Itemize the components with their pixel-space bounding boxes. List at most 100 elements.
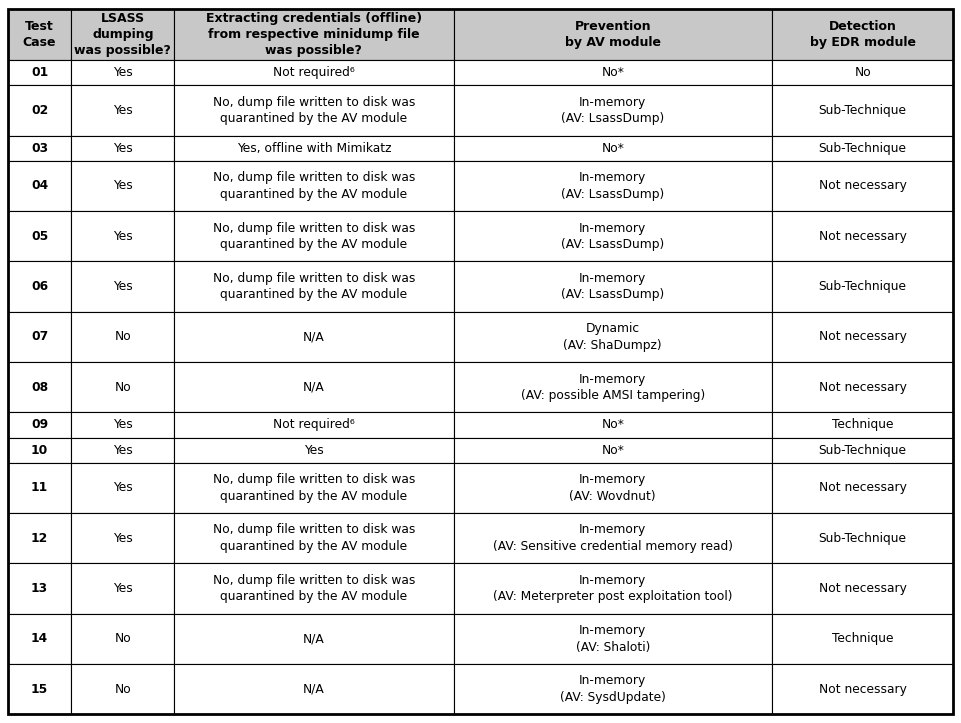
Bar [174,136,454,161]
Bar [174,161,454,211]
Text: 11: 11 [31,482,48,495]
Text: Not necessary: Not necessary [819,330,906,343]
Bar [174,211,454,262]
Bar [772,614,953,664]
Bar [174,362,454,412]
Bar [8,412,71,437]
Text: Sub-Technique: Sub-Technique [819,280,906,293]
Text: Yes: Yes [113,444,133,457]
Bar [71,563,174,614]
Bar [8,312,71,362]
Text: No*: No* [602,142,625,155]
Bar [71,463,174,513]
Bar [8,85,71,136]
Text: 07: 07 [31,330,48,343]
Text: Yes: Yes [113,531,133,544]
Text: N/A: N/A [303,381,325,394]
Text: No, dump file written to disk was
quarantined by the AV module: No, dump file written to disk was quaran… [212,574,415,603]
Text: No, dump file written to disk was
quarantined by the AV module: No, dump file written to disk was quaran… [212,473,415,502]
Bar [174,437,454,463]
Text: In-memory
(AV: Shaloti): In-memory (AV: Shaloti) [576,624,650,654]
Bar [71,614,174,664]
Text: 02: 02 [31,104,48,117]
Text: 10: 10 [31,444,48,457]
Bar [71,437,174,463]
Text: Dynamic
(AV: ShaDumpz): Dynamic (AV: ShaDumpz) [563,322,662,351]
Bar [772,513,953,563]
Bar [71,60,174,85]
Text: 08: 08 [31,381,48,394]
Text: No: No [114,683,132,696]
Bar [454,563,772,614]
Bar [71,312,174,362]
Bar [174,60,454,85]
Text: Not necessary: Not necessary [819,683,906,696]
Text: N/A: N/A [303,330,325,343]
Text: Not necessary: Not necessary [819,179,906,192]
Bar [8,362,71,412]
Text: 13: 13 [31,582,48,595]
Text: No, dump file written to disk was
quarantined by the AV module: No, dump file written to disk was quaran… [212,95,415,125]
Bar [772,412,953,437]
Text: Yes: Yes [113,142,133,155]
Bar [8,664,71,714]
Text: 12: 12 [31,531,48,544]
Text: Yes: Yes [113,67,133,80]
Bar [454,312,772,362]
Text: No, dump file written to disk was
quarantined by the AV module: No, dump file written to disk was quaran… [212,272,415,301]
Bar [174,262,454,312]
Bar [8,262,71,312]
Text: Yes: Yes [113,419,133,432]
Text: No*: No* [602,67,625,80]
Text: In-memory
(AV: SysdUpdate): In-memory (AV: SysdUpdate) [560,675,666,704]
Bar [772,136,953,161]
Bar [174,412,454,437]
Bar [772,85,953,136]
Text: No*: No* [602,444,625,457]
Bar [8,60,71,85]
Text: Not necessary: Not necessary [819,582,906,595]
Text: Sub-Technique: Sub-Technique [819,531,906,544]
Bar [8,136,71,161]
Bar [772,9,953,60]
Bar [772,211,953,262]
Text: Yes: Yes [113,280,133,293]
Bar [454,437,772,463]
Bar [454,412,772,437]
Text: 01: 01 [31,67,48,80]
Bar [454,664,772,714]
Text: 05: 05 [31,230,48,243]
Bar [71,513,174,563]
Text: Not required⁶: Not required⁶ [273,419,355,432]
Text: N/A: N/A [303,633,325,646]
Text: Technique: Technique [832,633,894,646]
Bar [454,136,772,161]
Bar [71,412,174,437]
Text: Prevention
by AV module: Prevention by AV module [565,20,661,49]
Text: In-memory
(AV: LsassDump): In-memory (AV: LsassDump) [561,95,664,125]
Text: In-memory
(AV: LsassDump): In-memory (AV: LsassDump) [561,272,664,301]
Text: No: No [114,381,132,394]
Bar [174,9,454,60]
Bar [174,614,454,664]
Text: In-memory
(AV: LsassDump): In-memory (AV: LsassDump) [561,221,664,251]
Text: 06: 06 [31,280,48,293]
Bar [71,211,174,262]
Text: Yes: Yes [113,104,133,117]
Text: No: No [114,330,132,343]
Bar [454,9,772,60]
Bar [71,136,174,161]
Bar [174,312,454,362]
Text: Yes: Yes [113,179,133,192]
Text: LSASS
dumping
was possible?: LSASS dumping was possible? [74,12,171,57]
Bar [772,362,953,412]
Bar [454,262,772,312]
Bar [454,211,772,262]
Bar [8,211,71,262]
Bar [772,563,953,614]
Text: In-memory
(AV: possible AMSI tampering): In-memory (AV: possible AMSI tampering) [521,372,705,402]
Text: Yes: Yes [113,482,133,495]
Text: Not necessary: Not necessary [819,381,906,394]
Text: Technique: Technique [832,419,894,432]
Text: No, dump file written to disk was
quarantined by the AV module: No, dump file written to disk was quaran… [212,221,415,251]
